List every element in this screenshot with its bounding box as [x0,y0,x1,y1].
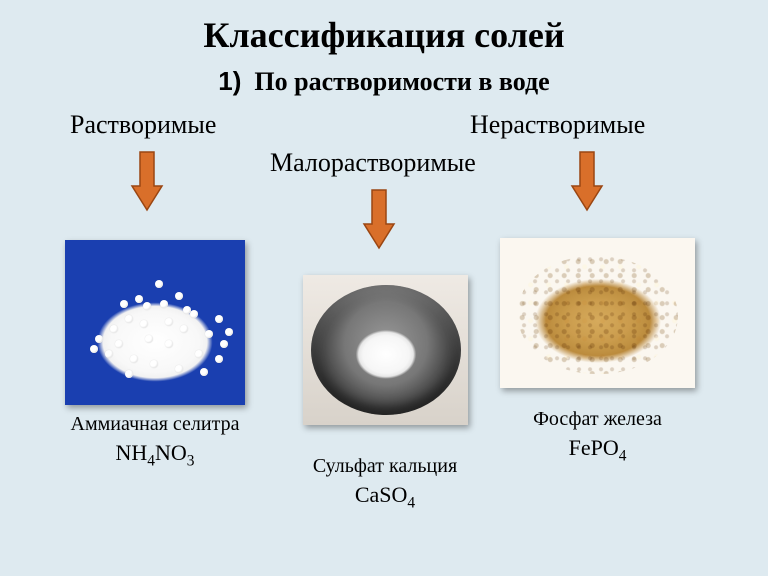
category-soluble: Растворимые [70,110,216,140]
subtitle-number: 1) [218,66,241,96]
sample-formula: NH4NO3 [55,440,255,470]
arrow-down-icon [570,150,604,212]
arrow-shape [132,152,162,210]
sample-name: Фосфат железа [490,408,705,431]
sample-name: Аммиачная селитра [55,413,255,436]
sample-image [500,238,695,388]
arrow-down-icon [130,150,164,212]
arrow-down-icon [362,188,396,250]
sample-image [65,240,245,405]
sample-formula: CaSO4 [290,482,480,512]
sample-name: Сульфат кальция [290,455,480,478]
subtitle-text: По растворимости в воде [254,67,549,96]
sample-image [303,275,468,425]
category-slightly-soluble: Малорастворимые [270,148,476,178]
slide-title: Классификация солей [0,0,768,56]
slide-subtitle: 1) По растворимости в воде [0,66,768,97]
arrow-shape [572,152,602,210]
category-insoluble: Нерастворимые [470,110,645,140]
item-ammonium-nitrate: Аммиачная селитра NH4NO3 [55,240,255,470]
sample-formula: FePO4 [490,435,705,465]
arrow-shape [364,190,394,248]
item-iron-phosphate: Фосфат железа FePO4 [490,238,705,465]
item-calcium-sulfate: Сульфат кальция CaSO4 [290,275,480,512]
